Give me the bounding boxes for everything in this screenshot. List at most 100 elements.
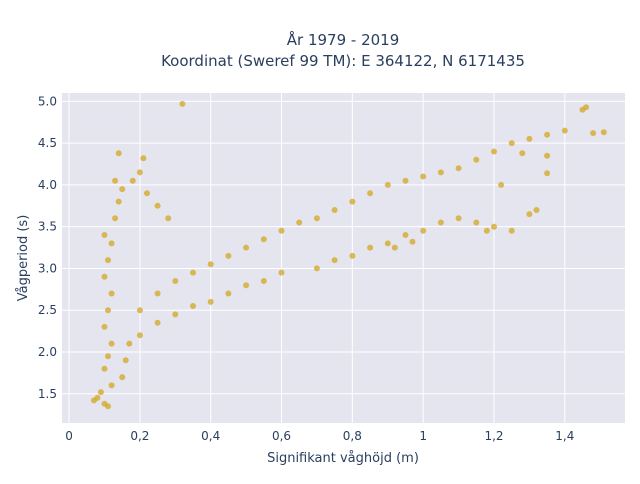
data-point: [278, 227, 285, 234]
data-point: [172, 278, 179, 284]
data-point: [391, 244, 398, 251]
data-point: [179, 100, 186, 107]
data-point: [384, 181, 391, 188]
data-point: [108, 382, 115, 389]
x-tick-label: 0,2: [130, 429, 149, 443]
x-tick-label: 0,6: [272, 429, 291, 443]
data-point: [437, 169, 444, 176]
plot-area: [62, 93, 625, 423]
data-point: [207, 298, 214, 305]
data-point: [491, 148, 497, 155]
data-point: [402, 177, 409, 184]
data-point: [420, 227, 427, 234]
data-point: [112, 177, 119, 184]
y-tick-label: 5.0: [38, 94, 57, 108]
data-point: [583, 104, 590, 111]
data-point: [108, 240, 115, 247]
data-point: [140, 155, 147, 162]
data-point: [409, 238, 416, 245]
data-point: [154, 202, 161, 209]
data-point: [437, 219, 444, 226]
y-tick-label: 1.5: [38, 387, 57, 401]
data-point: [402, 232, 409, 238]
data-point: [97, 389, 104, 396]
data-point: [260, 278, 267, 284]
data-point: [101, 232, 108, 238]
data-point: [491, 223, 497, 230]
data-point: [526, 135, 533, 142]
data-point: [367, 244, 374, 251]
x-tick-label: 0,4: [201, 429, 220, 443]
data-point: [473, 219, 480, 226]
data-point: [136, 332, 143, 339]
x-tick-label: 1,4: [555, 429, 574, 443]
data-point: [367, 190, 374, 197]
data-point: [101, 273, 108, 280]
data-point: [544, 131, 551, 138]
chart-title-line-2: Koordinat (Sweref 99 TM): E 364122, N 61…: [161, 52, 525, 70]
grid-lines: [62, 93, 625, 423]
data-point: [349, 252, 356, 259]
data-point: [278, 269, 285, 276]
data-point: [473, 156, 480, 163]
data-point: [483, 227, 490, 234]
chart-title-line-1: År 1979 - 2019: [287, 30, 400, 49]
data-point: [154, 319, 161, 326]
data-point: [384, 240, 391, 247]
data-point: [331, 257, 338, 264]
data-point: [126, 340, 133, 347]
data-point: [119, 374, 126, 381]
data-point: [144, 190, 150, 197]
data-point: [225, 252, 232, 259]
data-point: [136, 307, 143, 314]
data-point: [122, 357, 129, 364]
data-point: [207, 261, 214, 268]
data-point: [172, 311, 179, 318]
data-point: [526, 211, 533, 218]
x-tick-label: 0,8: [343, 429, 362, 443]
y-tick-label: 3.5: [38, 220, 57, 234]
data-point: [101, 365, 108, 372]
data-point: [101, 323, 108, 330]
y-tick-label: 2.5: [38, 303, 57, 317]
data-point: [154, 290, 161, 297]
data-point: [108, 340, 115, 347]
data-points: [90, 100, 607, 410]
data-point: [243, 244, 250, 251]
data-point: [190, 303, 196, 309]
data-point: [129, 177, 136, 184]
data-point: [94, 394, 101, 401]
data-point: [296, 219, 303, 226]
data-point: [260, 236, 267, 243]
data-point: [136, 169, 143, 176]
data-point: [498, 181, 505, 188]
data-point: [105, 353, 111, 360]
x-axis-ticks: 0 0,2 0,4 0,6 0,8 1 1,2 1,4: [65, 429, 574, 443]
data-point: [561, 127, 568, 134]
x-tick-label: 0: [65, 429, 73, 443]
data-point: [105, 307, 111, 314]
y-axis-title: Vågperiod (s): [16, 215, 31, 302]
data-point: [508, 140, 515, 147]
data-point: [420, 173, 427, 180]
data-point: [590, 130, 597, 137]
data-point: [455, 165, 462, 172]
data-point: [119, 186, 126, 193]
data-point: [225, 290, 232, 297]
data-point: [115, 150, 122, 157]
data-point: [105, 257, 111, 264]
data-point: [243, 282, 250, 289]
data-point: [190, 269, 196, 276]
data-point: [313, 265, 320, 272]
data-point: [455, 215, 462, 222]
data-point: [349, 198, 356, 205]
data-point: [544, 152, 551, 159]
data-point: [331, 207, 338, 213]
data-point: [544, 170, 551, 177]
x-tick-label: 1,2: [484, 429, 503, 443]
x-tick-label: 1: [419, 429, 427, 443]
y-tick-label: 2.0: [38, 345, 57, 359]
y-axis-ticks: 1.5 2.0 2.5 3.0 3.5 4.0 4.5 5.0: [38, 94, 57, 400]
